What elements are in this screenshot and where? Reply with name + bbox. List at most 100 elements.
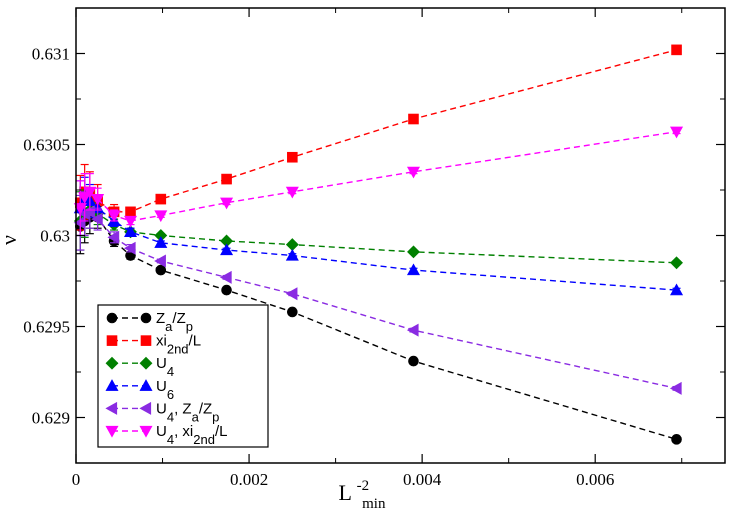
- legend-label-subscript: 4: [167, 364, 174, 379]
- axis-ticks: 0 0.002 0.004 0.006 0.629 0.6295 0.63 0.6305 0.6…: [23, 7, 725, 489]
- legend-label-part: /Z: [172, 310, 185, 327]
- series-line: [79, 198, 677, 291]
- data-point: [91, 194, 105, 206]
- data-point: [220, 243, 234, 256]
- legend-entry: Za/Zp: [106, 310, 193, 334]
- legend-entry: U6: [105, 378, 174, 401]
- series-line: [79, 49, 677, 213]
- data-point: [221, 284, 232, 296]
- data-point: [670, 283, 684, 296]
- x-axis-title-base: L: [339, 480, 352, 505]
- legend-label-part: /Z: [199, 400, 212, 417]
- data-point: [125, 206, 136, 218]
- x-tick-label: 0: [72, 470, 81, 489]
- legend-label-part: U: [156, 400, 167, 417]
- legend-label: xi2nd/L: [156, 333, 201, 357]
- data-point: [287, 306, 298, 318]
- legend-label-part: U: [156, 378, 167, 395]
- x-tick-label: 0.006: [576, 470, 614, 489]
- x-axis-title-superscript: -2: [357, 478, 370, 494]
- y-tick-label: 0.63: [40, 227, 70, 246]
- series-6: [73, 126, 684, 237]
- legend-label-part: /L: [215, 423, 228, 440]
- y-tick-label: 0.631: [32, 45, 70, 64]
- legend-label-subscript: 4: [167, 409, 174, 424]
- data-point: [123, 241, 136, 255]
- legend-marker: [105, 401, 118, 415]
- x-tick-label: 0.002: [230, 470, 268, 489]
- data-point: [285, 186, 299, 199]
- data-point: [83, 186, 97, 199]
- legend-marker: [140, 335, 152, 346]
- data-point: [285, 238, 299, 252]
- legend-label-subscript: 4: [167, 432, 174, 447]
- legend-label-subscript: a: [192, 409, 200, 424]
- legend-entry: U4: [105, 355, 174, 379]
- legend-label-part: /L: [189, 333, 202, 350]
- data-point: [154, 254, 166, 268]
- data-point: [107, 210, 121, 223]
- data-point: [285, 287, 298, 301]
- data-point: [406, 263, 420, 276]
- data-point: [407, 245, 420, 259]
- y-tick-label: 0.6295: [23, 318, 70, 337]
- legend-label: U4: [156, 355, 174, 379]
- legend-label-subscript: p: [212, 409, 219, 424]
- y-axis-title: ν: [0, 235, 21, 245]
- series-line: [79, 131, 677, 222]
- series-2: [75, 44, 682, 231]
- data-point: [124, 225, 138, 237]
- x-axis-title: L -2 min: [339, 470, 386, 508]
- plot-content: [73, 44, 684, 445]
- data-point: [669, 381, 682, 395]
- legend-label-subscript: a: [165, 319, 173, 334]
- data-point: [155, 193, 167, 205]
- data-point: [154, 236, 168, 248]
- legend-label-subscript: 2nd: [193, 432, 215, 447]
- data-point: [406, 323, 419, 337]
- x-tick-label: 0.004: [403, 470, 442, 489]
- data-point: [124, 215, 138, 228]
- legend-label-part: , Z: [174, 400, 192, 417]
- legend-marker: [106, 312, 118, 324]
- data-point: [221, 173, 232, 185]
- data-point: [287, 151, 298, 163]
- y-tick-label: 0.629: [32, 409, 70, 428]
- data-point: [220, 197, 234, 210]
- y-tick-label: 0.6305: [23, 136, 70, 155]
- legend-entry: U4, Za/Zp: [105, 400, 219, 424]
- legend-label-subscript: 6: [167, 386, 174, 401]
- legend-label-part: , xi: [174, 423, 193, 440]
- legend-label-part: U: [156, 423, 167, 440]
- legend-label-part: Z: [156, 310, 165, 327]
- series-line: [79, 209, 677, 264]
- legend-label: U4, xi2nd/L: [156, 423, 227, 447]
- legend-label-part: xi: [156, 333, 167, 350]
- legend-label-part: U: [156, 355, 167, 372]
- series-5: [73, 191, 682, 395]
- data-point: [154, 210, 168, 223]
- legend-entry: xi2nd/L: [106, 333, 201, 357]
- data-point: [670, 126, 684, 139]
- legend-entry: U4, xi2nd/L: [105, 423, 227, 447]
- legend-marker: [139, 425, 153, 438]
- legend-marker: [105, 379, 119, 391]
- legend-marker: [106, 335, 118, 346]
- legend-label: U4, Za/Zp: [156, 400, 219, 424]
- data-point: [73, 203, 87, 215]
- legend-label-subscript: 2nd: [167, 341, 189, 356]
- data-point: [670, 256, 683, 270]
- data-point: [107, 230, 120, 244]
- data-point: [406, 166, 420, 179]
- legend-marker: [105, 425, 119, 438]
- data-point: [408, 113, 419, 125]
- legend-marker: [140, 312, 152, 324]
- legend-marker: [139, 379, 153, 391]
- legend-marker: [105, 356, 119, 370]
- legend-label-subscript: p: [186, 319, 193, 334]
- data-point: [671, 44, 682, 56]
- x-axis-title-subscript: min: [362, 496, 386, 508]
- data-point: [83, 205, 95, 219]
- data-point: [219, 270, 232, 284]
